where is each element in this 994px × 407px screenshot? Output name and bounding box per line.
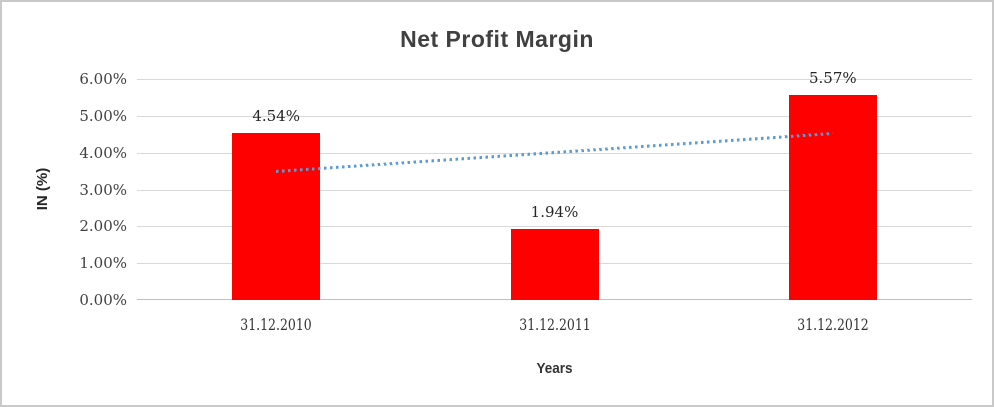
- plot-area: 0.00% 1.00% 2.00% 3.00% 4.00% 5.00% 6.00% 4.54%…: [79, 69, 972, 334]
- y-tick-label: 0.00%: [79, 291, 127, 309]
- gridline: [137, 226, 972, 228]
- chart-title: Net Profit Margin: [400, 26, 594, 52]
- x-tick-label: 31.12.2010: [240, 315, 312, 334]
- y-tick-label: 5.00%: [79, 106, 127, 125]
- y-tick-label: 3.00%: [79, 180, 127, 199]
- data-label: 5.57%: [809, 68, 857, 87]
- gridline: [137, 189, 972, 191]
- y-tick-label: 6.00%: [79, 70, 127, 88]
- data-label: 1.94%: [530, 202, 579, 221]
- y-tick-label: 2.00%: [79, 217, 127, 236]
- data-label: 4.54%: [252, 106, 300, 125]
- gridline: [137, 115, 972, 117]
- x-tick-label: 31.12.2011: [518, 315, 591, 334]
- bar: [788, 94, 877, 300]
- y-axis-title: IN (%): [34, 167, 51, 211]
- y-tick-label: 1.00%: [79, 254, 127, 273]
- x-tick-label: 31.12.2012: [797, 315, 869, 334]
- bar: [510, 228, 599, 300]
- bar: [232, 132, 321, 300]
- y-tick-label: 4.00%: [79, 143, 127, 162]
- x-axis-title: Years: [536, 360, 573, 377]
- gridline: [137, 79, 972, 80]
